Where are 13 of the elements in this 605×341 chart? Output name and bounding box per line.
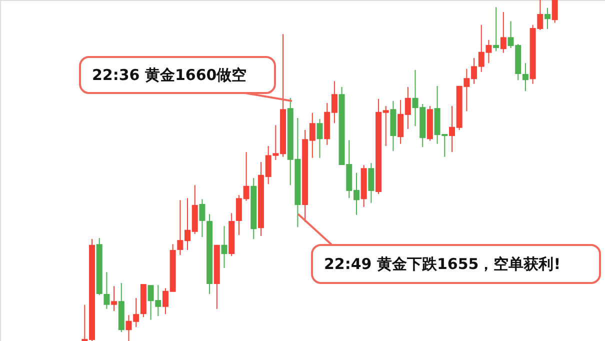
candlestick (522, 62, 528, 92)
annotation: 22:49 黄金下跌1655，空单获利! (324, 255, 561, 273)
candlestick (552, 0, 558, 24)
candlestick (500, 11, 506, 54)
candlestick (493, 6, 500, 52)
candlestick (111, 286, 118, 312)
annotation: 22:36 黄金1660做空 (92, 66, 247, 84)
candlestick (368, 162, 374, 204)
candlestick (199, 198, 206, 238)
candlestick (221, 226, 228, 269)
candlestick (544, 7, 550, 30)
candlestick (104, 272, 110, 310)
candlestick (316, 118, 323, 158)
